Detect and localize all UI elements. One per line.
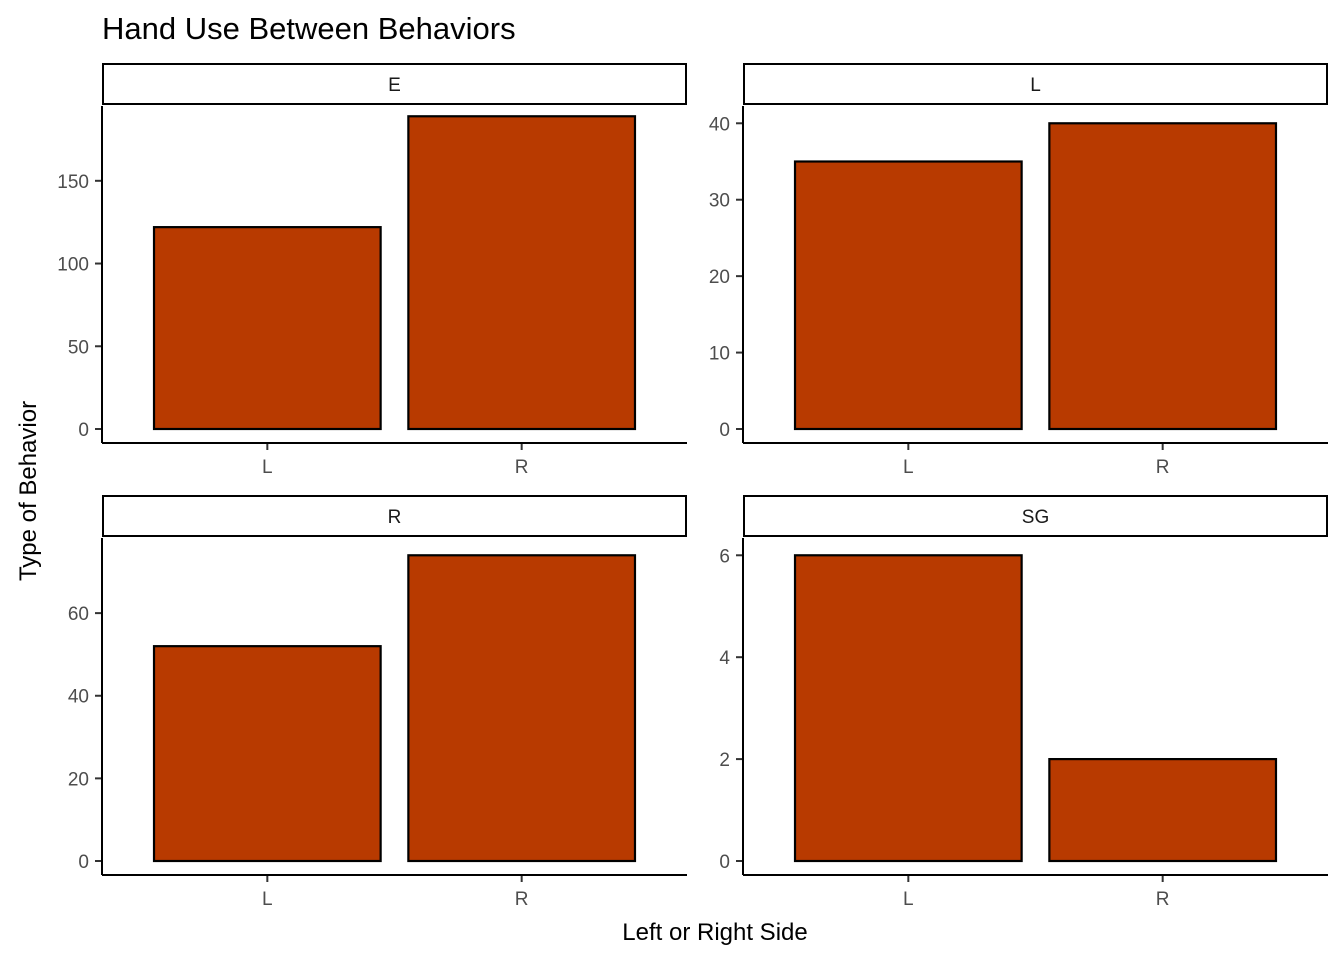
x-tick-label: L [903, 457, 914, 478]
bar-sg-r [1048, 757, 1278, 863]
facet-strip [102, 63, 687, 105]
y-tick-label: 50 [68, 337, 89, 358]
facet-strip-label: E [388, 75, 401, 96]
y-tick-label: 20 [709, 267, 730, 288]
bar-sg-l [793, 554, 1023, 863]
bar-r-r [407, 554, 637, 863]
y-tick-label: 6 [719, 546, 730, 567]
facet-panel-e: E L R 0 50 100 150 [57, 63, 687, 478]
x-tick-label: L [262, 889, 273, 910]
x-tick-label: L [262, 457, 273, 478]
facet-panel-sg: SG L R 0 2 4 6 [719, 495, 1328, 910]
x-tick-label: L [903, 889, 914, 910]
y-tick-label: 100 [57, 255, 89, 276]
y-tick-label: 0 [78, 852, 89, 873]
facet-strip-label: SG [1022, 507, 1049, 528]
facet-strip-label: L [1030, 75, 1041, 96]
x-axis-title: Left or Right Side [622, 919, 807, 946]
y-tick-label: 30 [709, 191, 730, 212]
y-tick-label: 2 [719, 750, 730, 771]
y-tick-label: 0 [719, 852, 730, 873]
y-tick-label: 40 [709, 114, 730, 135]
facet-strip [743, 63, 1328, 105]
bar-r-l [152, 645, 382, 863]
facet-strip [743, 495, 1328, 537]
y-tick-label: 40 [68, 687, 89, 708]
facet-panel-r: R L R 0 20 40 60 [68, 495, 687, 910]
y-tick-label: 0 [78, 420, 89, 441]
facet-panels: E L R 0 50 100 150 L L R 0 10 20 30 40 R L R 0 20 40 60 SG L R 0 2… [57, 63, 1328, 910]
x-tick-label: R [1156, 457, 1170, 478]
x-tick-label: R [515, 457, 529, 478]
x-tick-label: R [1156, 889, 1170, 910]
bar-e-l [152, 226, 382, 431]
x-tick-label: R [515, 889, 529, 910]
y-tick-label: 20 [68, 769, 89, 790]
y-tick-label: 0 [719, 420, 730, 441]
facet-strip [102, 495, 687, 537]
bar-l-r [1048, 122, 1278, 431]
y-tick-label: 10 [709, 344, 730, 365]
y-tick-label: 60 [68, 604, 89, 625]
bar-e-r [407, 115, 637, 431]
y-axis-title: Type of Behavior [15, 401, 42, 581]
bar-l-l [793, 160, 1023, 431]
y-tick-label: 150 [57, 172, 89, 193]
facet-strip-label: R [388, 507, 402, 528]
facet-panel-l: L L R 0 10 20 30 40 [709, 63, 1328, 478]
y-tick-label: 4 [719, 648, 730, 669]
chart-title: Hand Use Between Behaviors [102, 11, 516, 46]
